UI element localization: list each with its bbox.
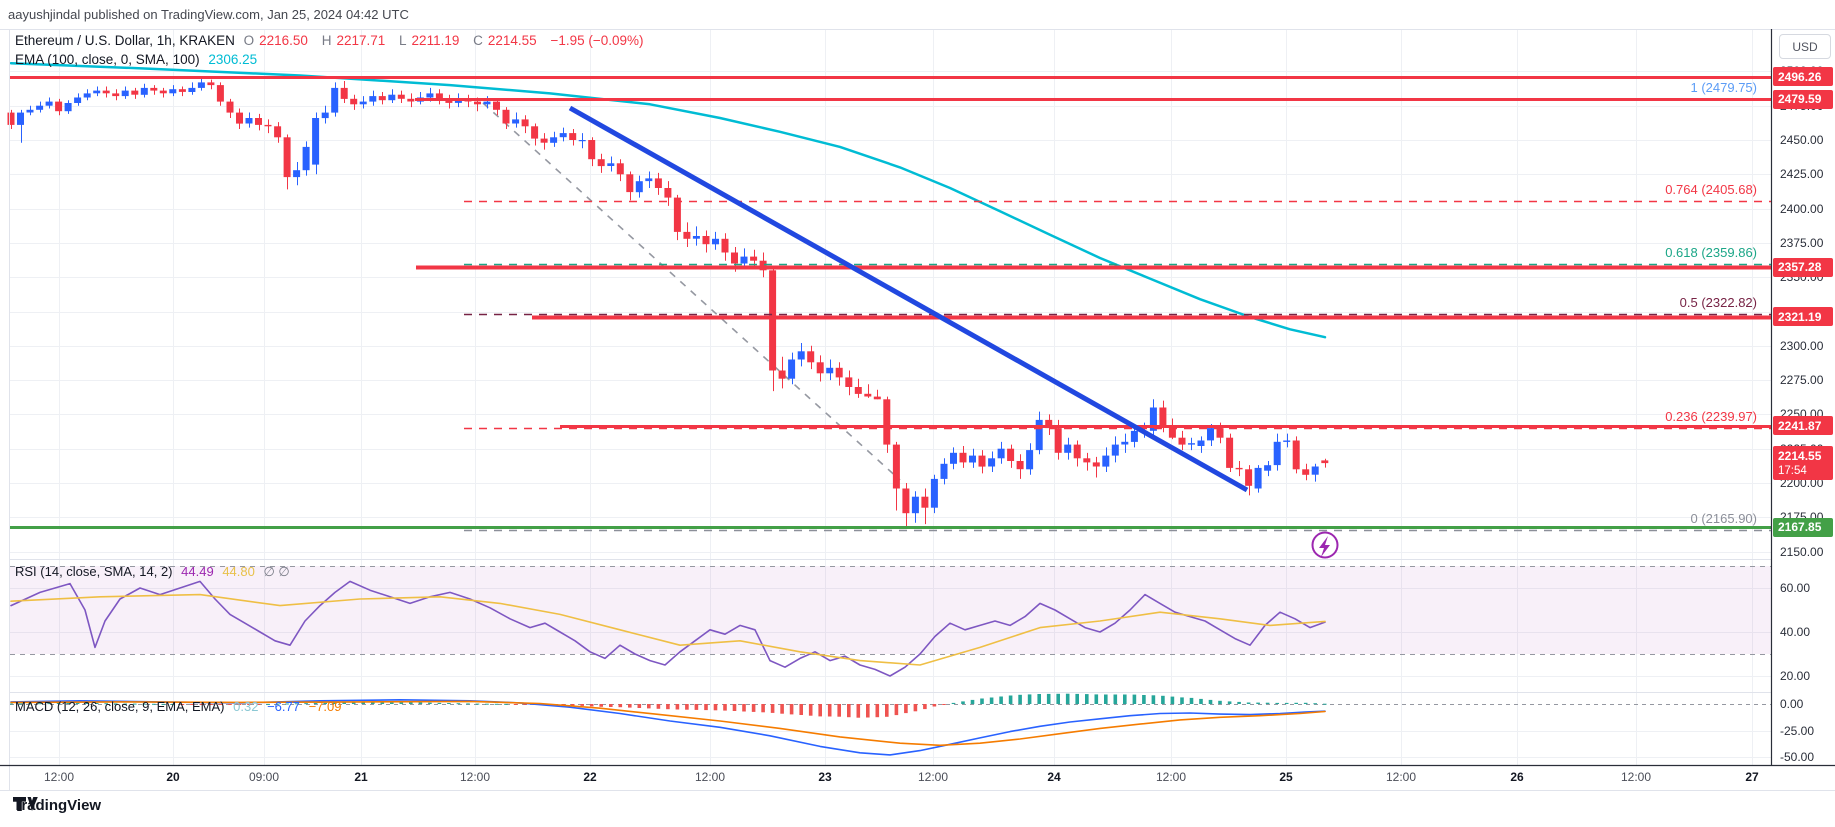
time-tick-label: 20 bbox=[166, 770, 180, 784]
price-tick-label: 2425.00 bbox=[1780, 167, 1824, 182]
lightning-quick-action-icon[interactable] bbox=[1319, 536, 1330, 557]
symbol-title: Ethereum / U.S. Dollar, 1h, KRAKEN bbox=[15, 33, 235, 48]
macd-tick-label: 0.00 bbox=[1780, 697, 1804, 711]
price-tick-label: 2150.00 bbox=[1780, 544, 1824, 559]
symbol-legend: Ethereum / U.S. Dollar, 1h, KRAKEN O 2216… bbox=[15, 33, 649, 48]
rsi-tick-label: 60.00 bbox=[1780, 581, 1811, 595]
tradingview-logo[interactable]: TradingView bbox=[13, 797, 101, 814]
ohlc-open: O 2216.50 bbox=[243, 33, 308, 48]
time-tick-label: 26 bbox=[1510, 770, 1524, 784]
rsi-tick-label: 20.00 bbox=[1780, 669, 1811, 683]
macd-legend: MACD (12, 26, close, 9, EMA, EMA) 0.32 −… bbox=[15, 699, 347, 714]
rsi-value: 44.49 bbox=[181, 564, 214, 579]
time-tick-label: 12:00 bbox=[1385, 770, 1417, 784]
fib-level-label: 0.618 (2359.86) bbox=[1665, 244, 1757, 260]
fib-level-label: 0 (2165.90) bbox=[1690, 510, 1758, 526]
time-tick-label: 21 bbox=[354, 770, 368, 784]
macd-hist-value: 0.32 bbox=[233, 699, 259, 714]
price-line-flag: 2357.28 bbox=[1773, 257, 1833, 277]
price-tick-label: 2375.00 bbox=[1780, 235, 1824, 250]
rsi-title: RSI (14, close, SMA, 14, 2) bbox=[15, 564, 173, 579]
time-tick-label: 24 bbox=[1047, 770, 1061, 784]
currency-label: USD bbox=[1792, 39, 1818, 54]
price-line-flag: 2496.26 bbox=[1773, 67, 1833, 87]
rsi-empty-values: ∅ ∅ bbox=[263, 564, 290, 579]
macd-title: MACD (12, 26, close, 9, EMA, EMA) bbox=[15, 699, 225, 714]
price-line-flag: 2167.85 bbox=[1773, 517, 1833, 537]
price-tick-label: 2300.00 bbox=[1780, 338, 1824, 353]
countdown-timer: 17:54 bbox=[1778, 465, 1807, 478]
time-tick-label: 27 bbox=[1745, 770, 1759, 784]
price-line-flag: 2321.19 bbox=[1773, 307, 1833, 327]
price-tick-label: 2450.00 bbox=[1780, 133, 1824, 147]
rsi-ma-value: 44.80 bbox=[222, 564, 255, 579]
macd-signal-value: −7.09 bbox=[308, 699, 342, 714]
time-tick-label: 12:00 bbox=[694, 770, 726, 784]
ohlc-low: L 2211.19 bbox=[399, 33, 460, 48]
macd-tick-label: -25.00 bbox=[1780, 723, 1815, 738]
price-line-flag: 2241.87 bbox=[1773, 416, 1833, 436]
time-tick-label: 23 bbox=[818, 770, 832, 784]
macd-tick-label: -50.00 bbox=[1780, 750, 1815, 764]
ohlc-close: C 2214.55 bbox=[473, 33, 537, 48]
ema-title: EMA (100, close, 0, SMA, 100) bbox=[15, 52, 200, 67]
price-tick-label: 2275.00 bbox=[1780, 373, 1824, 388]
time-tick-label: 12:00 bbox=[1155, 770, 1187, 784]
time-tick-label: 25 bbox=[1279, 770, 1293, 784]
macd-line-value: −6.77 bbox=[267, 699, 300, 714]
price-line-flag: 2479.59 bbox=[1773, 89, 1833, 109]
rsi-tick-label: 40.00 bbox=[1780, 625, 1811, 639]
fib-level-label: 0.5 (2322.82) bbox=[1679, 295, 1757, 311]
ohlc-high: H 2217.71 bbox=[321, 33, 386, 48]
tradingview-logo-icon bbox=[13, 797, 38, 811]
price-tick-label: 2400.00 bbox=[1780, 201, 1824, 216]
time-tick-label: 12:00 bbox=[43, 770, 75, 784]
ema-legend: EMA (100, close, 0, SMA, 100) 2306.25 bbox=[15, 52, 262, 67]
publish-header: aayushjindal published on TradingView.co… bbox=[8, 7, 409, 22]
time-tick-label: 22 bbox=[583, 770, 597, 784]
fib-level-label: 1 (2479.75) bbox=[1690, 80, 1758, 96]
time-tick-label: 09:00 bbox=[248, 770, 280, 784]
fib-level-label: 0.236 (2239.97) bbox=[1665, 409, 1757, 425]
ema-value: 2306.25 bbox=[208, 52, 258, 67]
time-tick-label: 12:00 bbox=[917, 770, 949, 784]
time-tick-label: 12:00 bbox=[1620, 770, 1652, 784]
time-tick-label: 12:00 bbox=[459, 770, 491, 784]
currency-button[interactable]: USD bbox=[1779, 34, 1831, 59]
current-price-flag: 2214.55 17:54 bbox=[1773, 446, 1833, 481]
price-change: −1.95 (−0.09%) bbox=[550, 33, 644, 48]
fib-level-label: 0.764 (2405.68) bbox=[1665, 181, 1757, 197]
rsi-legend: RSI (14, close, SMA, 14, 2) 44.49 44.80 … bbox=[15, 564, 295, 580]
